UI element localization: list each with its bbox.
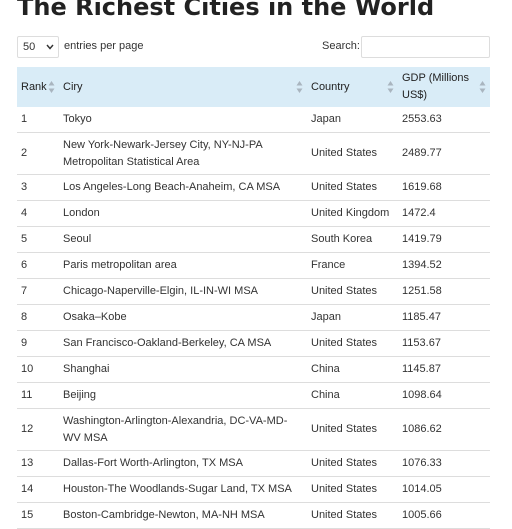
cell-rank: 13 (17, 450, 59, 477)
table-header-row: Rank Ciry Country (17, 67, 490, 107)
cell-gdp: 1014.05 (398, 476, 490, 503)
cell-country: United States (307, 476, 398, 503)
cell-city: Los Angeles-Long Beach-Anaheim, CA MSA (59, 174, 307, 201)
cell-country: United States (307, 408, 398, 451)
cell-city: Dallas-Fort Worth-Arlington, TX MSA (59, 450, 307, 477)
cell-gdp: 1005.66 (398, 502, 490, 529)
table-row: 15 Boston-Cambridge-Newton, MA-NH MSA Un… (17, 502, 490, 529)
cell-country: United States (307, 330, 398, 357)
page-title: The Richest Cities in the World (17, 0, 435, 21)
chevron-down-icon (46, 44, 54, 50)
cell-city: Boston-Cambridge-Newton, MA-NH MSA (59, 502, 307, 529)
cell-city: Chicago-Naperville-Elgin, IL-IN-WI MSA (59, 278, 307, 305)
cell-gdp: 1098.64 (398, 382, 490, 409)
column-header-label: Ciry (63, 80, 83, 93)
cell-city: Paris metropolitan area (59, 252, 307, 279)
entries-per-page-label: entries per page (64, 40, 144, 52)
table-row: 9 San Francisco-Oakland-Berkeley, CA MSA… (17, 330, 490, 357)
cell-gdp: 2553.63 (398, 107, 490, 133)
table-row: 3 Los Angeles-Long Beach-Anaheim, CA MSA… (17, 174, 490, 201)
table-row: 6 Paris metropolitan area France 1394.52 (17, 252, 490, 279)
cell-rank: 2 (17, 132, 59, 175)
cell-gdp: 2489.77 (398, 132, 490, 175)
cell-gdp: 1394.52 (398, 252, 490, 279)
cell-gdp: 1086.62 (398, 408, 490, 451)
table-controls: 50 entries per page Search: (17, 36, 490, 58)
cell-city: Seoul (59, 226, 307, 253)
cities-table: Rank Ciry Country (17, 67, 490, 529)
table-row: 7 Chicago-Naperville-Elgin, IL-IN-WI MSA… (17, 278, 490, 305)
cell-rank: 7 (17, 278, 59, 305)
cell-country: Japan (307, 304, 398, 331)
table-row: 10 Shanghai China 1145.87 (17, 356, 490, 383)
cell-gdp: 1472.4 (398, 200, 490, 227)
cell-city: Houston-The Woodlands-Sugar Land, TX MSA (59, 476, 307, 503)
cell-city: San Francisco-Oakland-Berkeley, CA MSA (59, 330, 307, 357)
cell-gdp: 1076.33 (398, 450, 490, 477)
table-row: 13 Dallas-Fort Worth-Arlington, TX MSA U… (17, 450, 490, 477)
sort-arrows-icon (479, 81, 486, 93)
cell-gdp: 1619.68 (398, 174, 490, 201)
cell-city: Tokyo (59, 107, 307, 133)
table-row: 11 Beijing China 1098.64 (17, 382, 490, 409)
cell-gdp: 1419.79 (398, 226, 490, 253)
cell-rank: 4 (17, 200, 59, 227)
table-row: 14 Houston-The Woodlands-Sugar Land, TX … (17, 476, 490, 503)
cell-gdp: 1145.87 (398, 356, 490, 383)
search-label: Search: (322, 40, 360, 52)
cell-country: United Kingdom (307, 200, 398, 227)
column-header-gdp[interactable]: GDP (Millions US$) (398, 67, 490, 107)
cell-rank: 12 (17, 408, 59, 451)
cell-rank: 14 (17, 476, 59, 503)
cell-rank: 9 (17, 330, 59, 357)
cell-rank: 15 (17, 502, 59, 529)
table-row: 8 Osaka–Kobe Japan 1185.47 (17, 304, 490, 331)
table-row: 5 Seoul South Korea 1419.79 (17, 226, 490, 253)
cell-city: Shanghai (59, 356, 307, 383)
table-row: 4 London United Kingdom 1472.4 (17, 200, 490, 227)
sort-arrows-icon (387, 81, 394, 93)
cell-country: United States (307, 132, 398, 175)
cell-rank: 8 (17, 304, 59, 331)
column-header-label: Country (311, 80, 350, 93)
cell-city: Beijing (59, 382, 307, 409)
column-header-city[interactable]: Ciry (59, 67, 307, 107)
cell-country: France (307, 252, 398, 279)
table-row: 2 New York-Newark-Jersey City, NY-NJ-PA … (17, 132, 490, 175)
search-input[interactable] (361, 36, 490, 58)
column-header-rank[interactable]: Rank (17, 67, 59, 107)
cell-rank: 6 (17, 252, 59, 279)
page-length-value: 50 (23, 41, 36, 53)
cell-rank: 1 (17, 107, 59, 133)
cell-country: United States (307, 174, 398, 201)
cell-country: United States (307, 278, 398, 305)
column-header-label: Rank (21, 80, 47, 93)
cell-city: New York-Newark-Jersey City, NY-NJ-PA Me… (59, 132, 307, 175)
cell-gdp: 1251.58 (398, 278, 490, 305)
cell-city: Washington-Arlington-Alexandria, DC-VA-M… (59, 408, 307, 451)
cell-city: London (59, 200, 307, 227)
cell-rank: 10 (17, 356, 59, 383)
cell-country: United States (307, 502, 398, 529)
cell-country: Japan (307, 107, 398, 133)
sort-arrows-icon (296, 81, 303, 93)
table-row: 1 Tokyo Japan 2553.63 (17, 107, 490, 133)
sort-arrows-icon (48, 81, 55, 93)
cell-country: United States (307, 450, 398, 477)
cell-city: Osaka–Kobe (59, 304, 307, 331)
cell-rank: 3 (17, 174, 59, 201)
column-header-label: GDP (Millions US$) (402, 72, 470, 101)
cell-country: China (307, 356, 398, 383)
cell-country: South Korea (307, 226, 398, 253)
cell-gdp: 1153.67 (398, 330, 490, 357)
cell-rank: 11 (17, 382, 59, 409)
cell-country: China (307, 382, 398, 409)
page-length-select[interactable]: 50 (17, 36, 59, 58)
cell-gdp: 1185.47 (398, 304, 490, 331)
cell-rank: 5 (17, 226, 59, 253)
table-row: 12 Washington-Arlington-Alexandria, DC-V… (17, 408, 490, 451)
column-header-country[interactable]: Country (307, 67, 398, 107)
